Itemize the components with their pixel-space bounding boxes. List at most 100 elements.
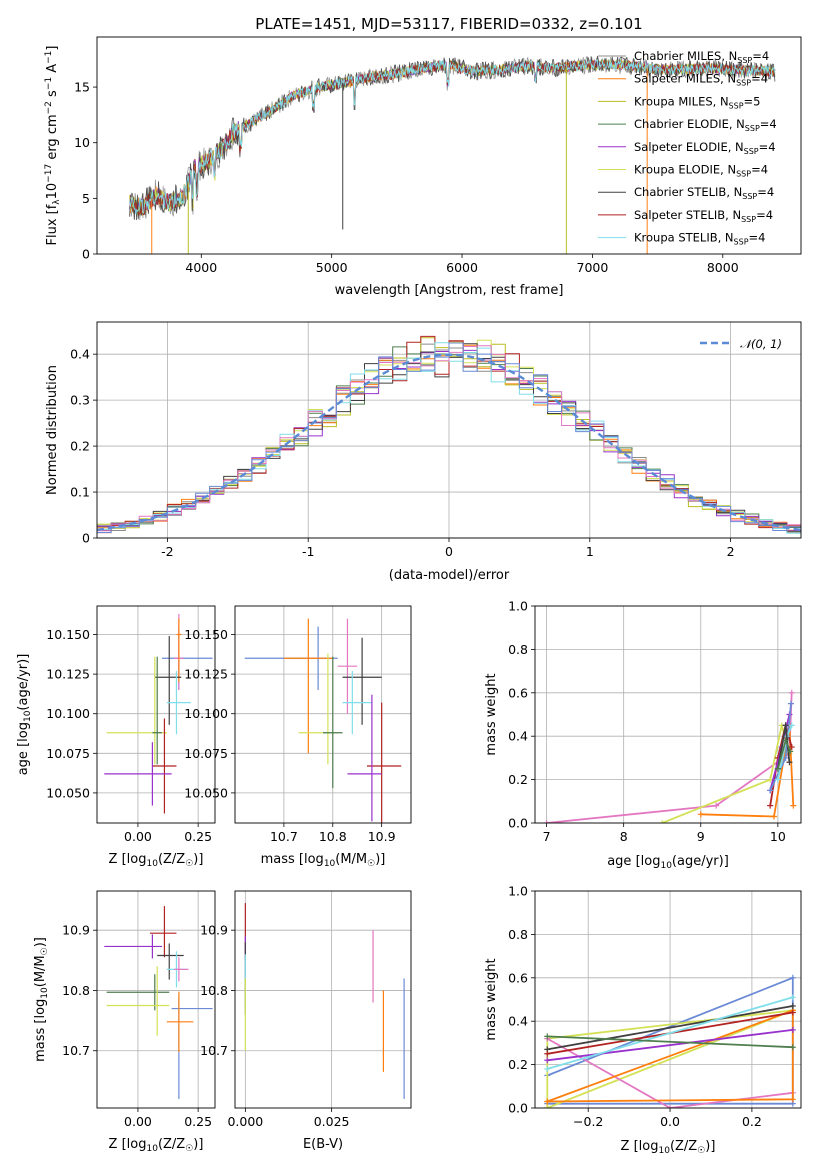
- weight-marker: [786, 759, 793, 766]
- label-part: Salpeter MILES, N: [634, 72, 736, 86]
- weight-marker: [788, 722, 795, 729]
- data-point: [157, 943, 184, 980]
- weight-marker: [659, 820, 666, 823]
- x-tick-label: 5000: [316, 260, 348, 275]
- data-point: [166, 670, 191, 735]
- y-tick-label: 10.8: [62, 983, 90, 998]
- y-tick-label: 10.050: [184, 785, 228, 800]
- weight-series: [546, 1009, 794, 1108]
- label-part: =4: [756, 208, 773, 222]
- y-tick-label: 0.8: [508, 927, 528, 942]
- x-tick-label: 9: [697, 829, 705, 844]
- axes-frame: [234, 605, 412, 824]
- weight-marker: [774, 765, 781, 772]
- data-point: [106, 974, 170, 1011]
- weight-marker: [788, 744, 795, 751]
- data-point: [166, 991, 194, 1052]
- data-point: [104, 934, 163, 959]
- weight-marker: [782, 737, 789, 744]
- axes-frame: [96, 605, 216, 824]
- label-part: (Z/Z: [158, 852, 185, 867]
- label-part: SSP: [734, 238, 749, 247]
- label-part: ☉: [697, 1146, 705, 1156]
- y-axis-label: age [log10(age/yr)]: [16, 654, 33, 776]
- weight-marker: [771, 813, 778, 820]
- histogram-lines: [97, 335, 801, 534]
- y-tick-label: 10.125: [184, 667, 228, 682]
- label-part: =4: [757, 185, 774, 199]
- y-tick-label: 10.9: [62, 923, 90, 938]
- label-part: λ: [52, 199, 62, 205]
- weight-lines: [543, 689, 797, 823]
- y-tick-label: 0.4: [508, 1014, 528, 1029]
- data-point: [104, 742, 172, 806]
- weight-vs-Z-panel: −0.2 0.0 0.2 0.0 0.2 0.4 0.6 0.8 1.0 Z [log10(Z/Z…: [484, 884, 802, 1156]
- label-part: 10: [146, 859, 158, 869]
- label-part: =4: [749, 231, 766, 245]
- x-axis-label: mass [log10(M/M☉)]: [261, 852, 386, 869]
- label-part: SSP: [736, 170, 751, 179]
- label-part: (age/yr)]: [672, 854, 729, 869]
- x-tick-label: 4000: [185, 260, 217, 275]
- x-tick-label: 0: [445, 544, 453, 559]
- label-part: )]: [193, 852, 203, 867]
- weight-marker: [543, 820, 550, 823]
- y-tick-label: 0.4: [70, 347, 90, 362]
- y-tick-label: 10.050: [46, 785, 90, 800]
- weight-marker: [789, 1096, 796, 1103]
- data-point: [154, 636, 182, 725]
- label-part: SSP: [736, 79, 751, 88]
- y-tick-label: 0.6: [508, 685, 528, 700]
- label-part: 10: [45, 183, 60, 200]
- label-part: ]: [45, 46, 60, 51]
- weight-marker: [789, 1003, 796, 1010]
- label-part: 10: [40, 987, 50, 999]
- x-axis-label: Z [log10(Z/Z☉)]: [109, 1137, 204, 1154]
- y-tick-label: 10.075: [184, 746, 228, 761]
- y-tick-label: 10.8: [200, 983, 228, 998]
- data-point: [176, 618, 182, 683]
- weight-series: [546, 1009, 794, 1103]
- data-point: [347, 694, 382, 822]
- label-part: mass [log: [33, 999, 48, 1062]
- weight-marker: [789, 974, 796, 981]
- legend-entry: Chabrier STELIB, NSSP=4: [634, 185, 774, 201]
- label-part: )]: [193, 1137, 203, 1152]
- weight-marker: [787, 700, 794, 707]
- label-part: (Z/Z: [670, 1139, 697, 1154]
- weight-marker: [667, 1105, 674, 1108]
- x-tick-label: 0.2: [742, 1114, 762, 1129]
- label-part: )]: [33, 937, 48, 947]
- legend-entry: Salpeter MILES, NSSP=4: [634, 72, 768, 88]
- weight-marker: [782, 754, 789, 761]
- label-part: Kroupa MILES, N: [634, 94, 729, 108]
- label-part: =5: [744, 94, 761, 108]
- y-axis-label: mass weight: [484, 958, 499, 1040]
- axes-frame: [96, 36, 802, 255]
- label-part: Salpeter ELODIE, N: [634, 140, 744, 154]
- label-part: (M/M: [335, 852, 367, 867]
- label-part: −1: [44, 77, 54, 90]
- weight-marker: [789, 994, 796, 1001]
- label-part: Kroupa ELODIE, N: [634, 163, 736, 177]
- x-tick-label: 8000: [707, 260, 739, 275]
- label-part: −1: [44, 51, 54, 64]
- label-part: Kroupa STELIB, N: [634, 231, 734, 245]
- axes-frame: [234, 890, 412, 1109]
- y-tick-label: 15: [74, 80, 90, 95]
- weight-marker: [790, 802, 797, 809]
- label-part: ☉: [367, 859, 375, 869]
- data-point: [152, 656, 163, 765]
- weight-series: [547, 1029, 793, 1062]
- weight-marker: [789, 1026, 796, 1033]
- label-part: −17: [44, 164, 54, 183]
- y-tick-label: 0.2: [70, 439, 90, 454]
- x-tick-label: 0.25: [184, 829, 212, 844]
- label-part: age [log: [16, 722, 31, 775]
- x-axis-label: E(B-V): [303, 1137, 343, 1152]
- legend-entry: Kroupa ELODIE, NSSP=4: [634, 163, 768, 179]
- data-point: [174, 957, 189, 982]
- axes-frame: [96, 890, 216, 1109]
